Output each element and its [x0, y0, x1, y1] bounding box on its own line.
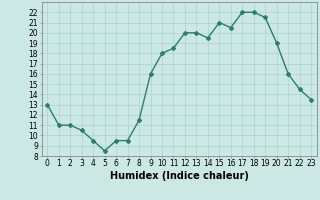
X-axis label: Humidex (Indice chaleur): Humidex (Indice chaleur): [110, 171, 249, 181]
